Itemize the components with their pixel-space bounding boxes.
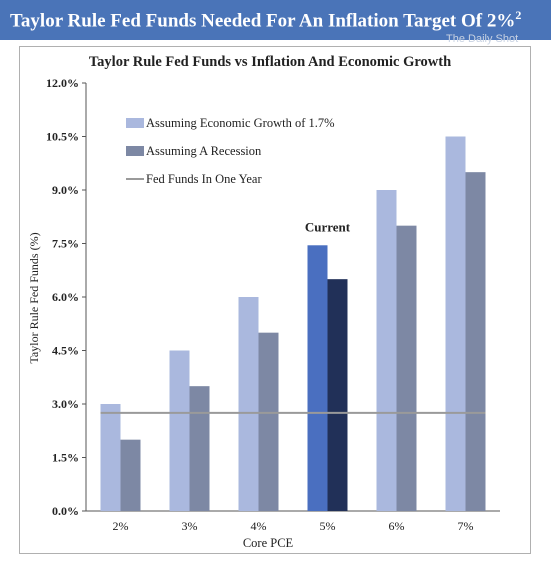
- chart-title: Taylor Rule Fed Funds vs Inflation And E…: [89, 54, 451, 70]
- x-tick-label: 5%: [320, 519, 336, 533]
- y-tick-label: 7.5%: [52, 237, 79, 251]
- banner-title: Taylor Rule Fed Funds Needed For An Infl…: [10, 8, 521, 32]
- watermark: The Daily Shot: [446, 33, 519, 45]
- bar-growth: [376, 190, 397, 511]
- x-tick-label: 4%: [251, 519, 267, 533]
- y-tick-label: 0.0%: [52, 504, 79, 518]
- legend: Assuming Economic Growth of 1.7% Assuming…: [126, 116, 335, 186]
- axes: [82, 82, 500, 512]
- legend-fed-funds-label: Fed Funds In One Year: [146, 172, 262, 186]
- y-tick-label: 4.5%: [52, 344, 79, 358]
- legend-growth-label: Assuming Economic Growth of 1.7%: [146, 116, 335, 130]
- x-tick-label: 2%: [113, 519, 129, 533]
- bar-growth: [100, 404, 121, 511]
- y-tick-label: 9.0%: [52, 183, 79, 197]
- legend-growth-swatch: [126, 118, 144, 128]
- bars: Current: [100, 136, 486, 512]
- bar-recession: [396, 225, 417, 511]
- y-tick-label: 1.5%: [52, 451, 79, 465]
- legend-recession-swatch: [126, 146, 144, 156]
- banner-title-superscript: 2: [515, 8, 522, 22]
- banner-title-text: Taylor Rule Fed Funds Needed For An Infl…: [10, 10, 516, 32]
- x-axis-label: Core PCE: [243, 536, 294, 550]
- bar-growth: [307, 245, 328, 512]
- x-tick-label: 3%: [182, 519, 198, 533]
- header-banner: Taylor Rule Fed Funds Needed For An Infl…: [0, 0, 551, 40]
- y-axis-label: Taylor Rule Fed Funds (%): [27, 232, 41, 363]
- bar-growth: [238, 297, 259, 511]
- x-tick-label: 6%: [389, 519, 405, 533]
- y-tick-label: 10.5%: [46, 130, 79, 144]
- bar-recession: [465, 172, 486, 511]
- bar-recession: [258, 332, 279, 511]
- current-annotation: Current: [305, 219, 351, 234]
- bar-growth: [169, 350, 190, 511]
- bar-growth: [445, 136, 466, 511]
- y-tick-label: 3.0%: [52, 397, 79, 411]
- bar-recession: [327, 279, 348, 511]
- y-tick-label: 12.0%: [46, 76, 79, 90]
- bar-recession: [120, 439, 141, 511]
- legend-recession-label: Assuming A Recession: [146, 144, 262, 158]
- chart-frame: [19, 46, 531, 554]
- y-tick-label: 6.0%: [52, 290, 79, 304]
- tick-labels: 0.0% 1.5% 3.0% 4.5% 6.0% 7.5% 9.0% 10.5% 12.0% 2%…: [46, 76, 474, 533]
- x-tick-label: 7%: [458, 519, 474, 533]
- bar-recession: [189, 386, 210, 511]
